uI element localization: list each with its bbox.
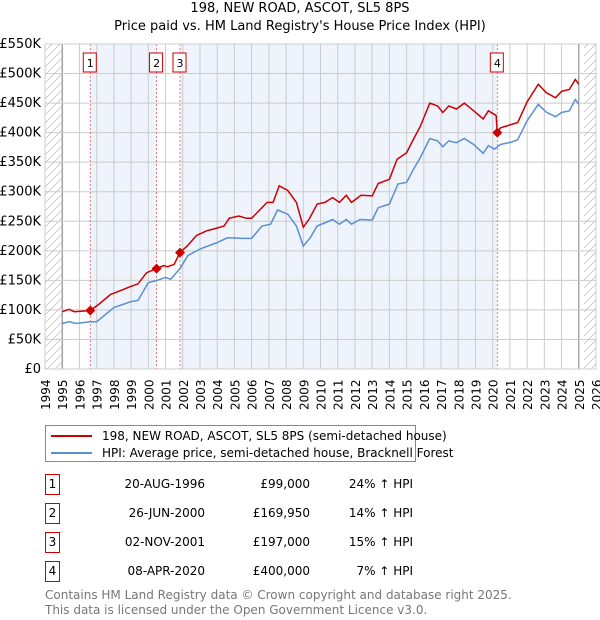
x-tick-label: 2007 (263, 379, 277, 410)
sale-date: 02-NOV-2001 (124, 535, 205, 549)
chart-title: 198, NEW ROAD, ASCOT, SL5 8PS (190, 1, 410, 16)
x-tick-label: 2011 (332, 379, 346, 410)
sale-date: 20-AUG-1996 (124, 477, 206, 491)
y-tick-label: £50K (8, 332, 42, 347)
x-tick-label: 2017 (435, 379, 449, 410)
sale-badge-label: 1 (87, 57, 94, 70)
x-tick-label: 1999 (125, 379, 139, 410)
legend-item-hpi: HPI: Average price, semi-detached house,… (46, 444, 454, 461)
x-tick-label: 1998 (108, 379, 122, 410)
legend: 198, NEW ROAD, ASCOT, SL5 8PS (semi-deta… (45, 425, 454, 462)
x-tick-label: 2012 (349, 379, 363, 410)
sale-hpi-diff: 15% ↑ HPI (348, 535, 413, 549)
footer-licence: This data is licensed under the Open Gov… (45, 603, 428, 617)
x-tick-label: 2008 (280, 379, 294, 410)
x-tick-label: 2001 (160, 379, 174, 410)
sale-badge-label: 2 (153, 57, 160, 70)
y-tick-label: £350K (0, 155, 41, 170)
sale-badge-box (489, 52, 504, 73)
legend-label-property: 198, NEW ROAD, ASCOT, SL5 8PS (semi-deta… (102, 428, 447, 443)
x-tick-label: 2002 (177, 379, 191, 410)
sale-badge-box (149, 52, 164, 73)
legend-swatch-property (51, 434, 92, 437)
y-tick-label: £150K (0, 273, 41, 288)
price-chart: 1994 1995 1996 1997 1998 1999 2000 2001 2002 2003… (0, 37, 600, 410)
sale-badge-label: 4 (494, 57, 501, 70)
x-tick-label: 2020 (487, 379, 501, 410)
sale-number-badge: 4 (45, 561, 60, 582)
x-tick-label: 2006 (246, 379, 260, 410)
y-tick-label: £200K (0, 244, 41, 259)
sale-hpi-diff: 24% ↑ HPI (348, 477, 413, 491)
sale-price: £169,950 (252, 506, 310, 520)
x-tick-label: 2000 (142, 379, 156, 410)
sale-hpi-diff: 14% ↑ HPI (348, 506, 413, 520)
sale-point (151, 263, 162, 274)
sale-price: £400,000 (252, 564, 310, 578)
sale-date: 08-APR-2020 (127, 564, 205, 578)
sale-badge-label: 3 (176, 57, 183, 70)
y-tick-label: £0 (24, 362, 41, 377)
x-tick-label: 2010 (315, 379, 329, 410)
sale-date: 26-JUN-2000 (128, 506, 205, 520)
sale-price: £99,000 (260, 477, 310, 491)
plot-frame (44, 43, 597, 370)
legend-label-hpi: HPI: Average price, semi-detached house,… (102, 445, 454, 460)
x-tick-label: 2016 (418, 379, 432, 410)
sale-row: 1 20-AUG-1996 £99,000 24% ↑ HPI (45, 474, 445, 495)
y-tick-label: £450K (0, 96, 41, 111)
x-tick-label: 2025 (573, 379, 587, 410)
x-tick-label: 2024 (556, 379, 570, 410)
x-tick-label: 2018 (452, 379, 466, 410)
y-tick-label: £400K (0, 126, 41, 141)
shade-region (179, 44, 498, 369)
x-tick-label: 2022 (521, 379, 535, 410)
sale-point (174, 247, 185, 258)
y-tick-label: £100K (0, 303, 41, 318)
x-tick-label: 2014 (383, 379, 397, 410)
sale-number-badge: 2 (45, 503, 60, 524)
sale-point (492, 127, 503, 138)
sale-badge-box (172, 52, 187, 73)
x-tick-label: 2013 (366, 379, 380, 410)
footer-copyright: Contains HM Land Registry data © Crown c… (45, 588, 512, 602)
sale-number-badge: 3 (45, 532, 60, 553)
x-tick-label: 2019 (469, 379, 483, 410)
sale-hpi-diff: 7% ↑ HPI (356, 564, 413, 578)
y-tick-label: £500K (0, 67, 41, 82)
sale-point (85, 305, 96, 316)
hpi-line (62, 98, 580, 325)
x-tick-label: 1997 (91, 379, 105, 410)
x-tick-label: 2021 (504, 379, 518, 410)
legend-item-property: 198, NEW ROAD, ASCOT, SL5 8PS (semi-deta… (46, 427, 447, 444)
x-tick-label: 1994 (39, 379, 53, 410)
x-tick-label: 2004 (211, 379, 225, 410)
sale-badge-box (82, 52, 97, 73)
sale-number-badge: 1 (45, 474, 60, 495)
x-tick-label: 1995 (56, 379, 70, 410)
x-tick-label: 2015 (401, 379, 415, 410)
x-tick-label: 1996 (73, 379, 87, 410)
x-tick-label: 2023 (538, 379, 552, 410)
sale-row: 3 02-NOV-2001 £197,000 15% ↑ HPI (45, 532, 445, 553)
y-tick-label: £250K (0, 214, 41, 229)
sale-row: 2 26-JUN-2000 £169,950 14% ↑ HPI (45, 503, 445, 524)
sale-row: 4 08-APR-2020 £400,000 7% ↑ HPI (45, 561, 445, 582)
no-data-region-left (45, 44, 63, 369)
y-tick-label: £550K (0, 37, 41, 52)
x-tick-label: 2026 (590, 379, 600, 410)
x-tick-label: 2005 (228, 379, 242, 410)
x-tick-label: 2003 (194, 379, 208, 410)
shade-region (90, 44, 157, 369)
legend-swatch-hpi (51, 451, 92, 454)
no-data-region-right (583, 44, 596, 369)
sale-price: £197,000 (252, 535, 310, 549)
x-tick-label: 2009 (297, 379, 311, 410)
chart-subtitle: Price paid vs. HM Land Registry's House … (114, 19, 486, 34)
y-tick-label: £300K (0, 185, 41, 200)
